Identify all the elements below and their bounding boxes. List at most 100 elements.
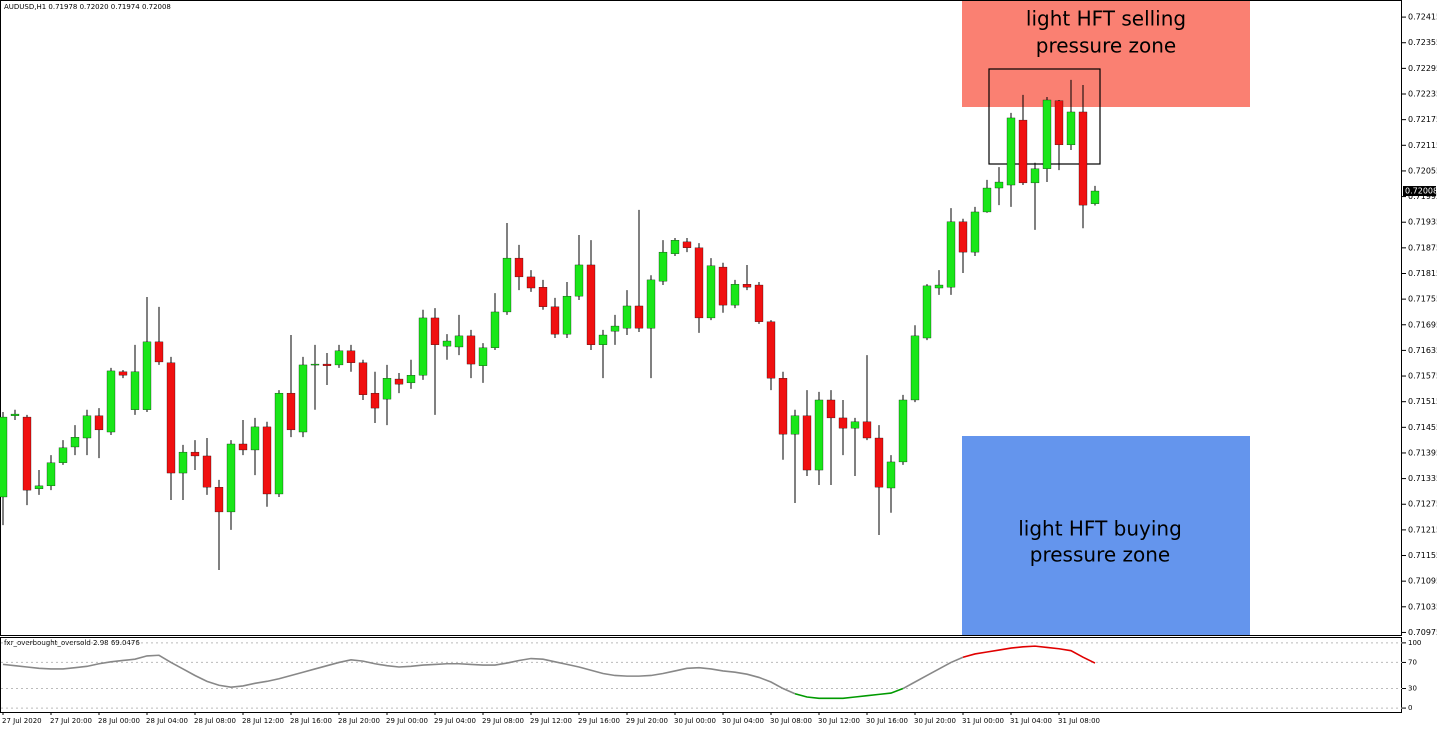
x-tick-label: 30 Jul 08:00 — [770, 717, 812, 725]
candle-body — [694, 247, 704, 319]
candle-body — [430, 317, 440, 345]
candle-body — [682, 241, 692, 248]
y-tick-label: 0.71275 — [1408, 500, 1437, 509]
candle-body — [322, 363, 332, 366]
candle-body — [778, 378, 788, 435]
zone-label: pressure zone — [1030, 543, 1170, 567]
y-tick-label: 0.71335 — [1408, 474, 1437, 483]
candle-body — [346, 350, 356, 363]
candle-body — [958, 221, 968, 253]
y-tick-label: 0.72235 — [1408, 90, 1437, 99]
candle-body — [502, 257, 512, 313]
candle-body — [1006, 117, 1016, 186]
candle-body — [142, 341, 152, 410]
candle-body — [382, 378, 392, 400]
y-tick-label: 0 — [1408, 704, 1412, 712]
x-tick-label: 28 Jul 00:00 — [98, 717, 140, 725]
candle-body — [310, 363, 320, 366]
candle-body — [202, 455, 212, 488]
candle-body — [418, 317, 428, 376]
candle-body — [334, 350, 344, 366]
y-tick-label: 0.72295 — [1408, 64, 1437, 73]
candle-body — [742, 284, 752, 288]
candle-body — [790, 415, 800, 435]
x-tick-label: 29 Jul 16:00 — [578, 717, 620, 725]
candle-body — [1018, 119, 1028, 184]
candle-body — [874, 437, 884, 488]
y-tick-label: 0.71875 — [1408, 243, 1437, 252]
candle-body — [466, 335, 476, 365]
candle-body — [886, 461, 896, 489]
candle-body — [766, 321, 776, 379]
candle-body — [262, 426, 272, 495]
x-tick-label: 28 Jul 12:00 — [242, 717, 284, 725]
y-tick-label: 0.71095 — [1408, 577, 1437, 586]
x-tick-label: 29 Jul 12:00 — [530, 717, 572, 725]
y-tick-label: 30 — [1408, 685, 1417, 693]
x-tick-label: 28 Jul 04:00 — [146, 717, 188, 725]
y-tick-label: 0.71035 — [1408, 602, 1437, 611]
zone-label: pressure zone — [1036, 34, 1176, 58]
candle-body — [562, 295, 572, 335]
candle-body — [250, 426, 260, 451]
x-tick-label: 28 Jul 08:00 — [194, 717, 236, 725]
candle-body — [610, 325, 620, 332]
candle-body — [490, 311, 500, 348]
indicator-panel-frame — [0, 637, 1402, 713]
candle-body — [370, 392, 380, 409]
x-tick-label: 29 Jul 08:00 — [482, 717, 524, 725]
indicator-line — [794, 687, 904, 700]
indicator-line — [2, 654, 796, 695]
y-tick-label: 0.72055 — [1408, 166, 1437, 175]
candle-body — [106, 370, 116, 433]
candle-body — [190, 451, 200, 457]
y-tick-label: 0.71455 — [1408, 423, 1437, 432]
candle-body — [622, 305, 632, 329]
candle-body — [730, 284, 740, 306]
y-tick-label: 0.72175 — [1408, 115, 1437, 124]
candle-body — [34, 485, 44, 490]
y-tick-label: 0.72415 — [1408, 13, 1437, 22]
candle-body — [130, 371, 140, 410]
candle-body — [10, 413, 20, 416]
candle-body — [478, 347, 488, 366]
candle-body — [838, 417, 848, 429]
candle-body — [826, 399, 836, 419]
candle-body — [118, 371, 128, 376]
candle-body — [454, 335, 464, 348]
x-tick-label: 30 Jul 12:00 — [818, 717, 860, 725]
candle-body — [442, 340, 452, 347]
x-tick-label: 30 Jul 20:00 — [914, 717, 956, 725]
candle-body — [1066, 111, 1076, 146]
y-tick-label: 0.71755 — [1408, 295, 1437, 304]
candle-body — [1030, 168, 1040, 184]
indicator-line — [962, 645, 1096, 664]
candle-body — [670, 240, 680, 254]
candle-body — [166, 362, 176, 474]
y-tick-label: 0.71935 — [1408, 218, 1437, 227]
x-tick-label: 30 Jul 00:00 — [674, 717, 716, 725]
x-tick-label: 31 Jul 08:00 — [1058, 717, 1100, 725]
x-tick-label: 27 Jul 20:00 — [50, 717, 92, 725]
x-tick-label: 31 Jul 00:00 — [962, 717, 1004, 725]
candle-body — [514, 257, 524, 278]
candle-body — [526, 276, 536, 289]
x-tick-label: 30 Jul 16:00 — [866, 717, 908, 725]
candle-body — [706, 265, 716, 319]
candle-body — [598, 334, 608, 345]
candle-body — [982, 187, 992, 213]
candle-body — [970, 211, 980, 253]
y-tick-label: 0.71395 — [1408, 448, 1437, 457]
candle-body — [934, 284, 944, 289]
indicator-line — [902, 656, 964, 690]
candle-body — [274, 392, 284, 495]
x-tick-label: 28 Jul 16:00 — [290, 717, 332, 725]
y-tick-label: 0.71155 — [1408, 551, 1437, 560]
candle-body — [58, 447, 68, 463]
candle-body — [658, 251, 668, 282]
x-tick-label: 28 Jul 20:00 — [338, 717, 380, 725]
candle-body — [814, 399, 824, 471]
candle-body — [718, 266, 728, 306]
price-panel-frame — [0, 0, 1402, 636]
